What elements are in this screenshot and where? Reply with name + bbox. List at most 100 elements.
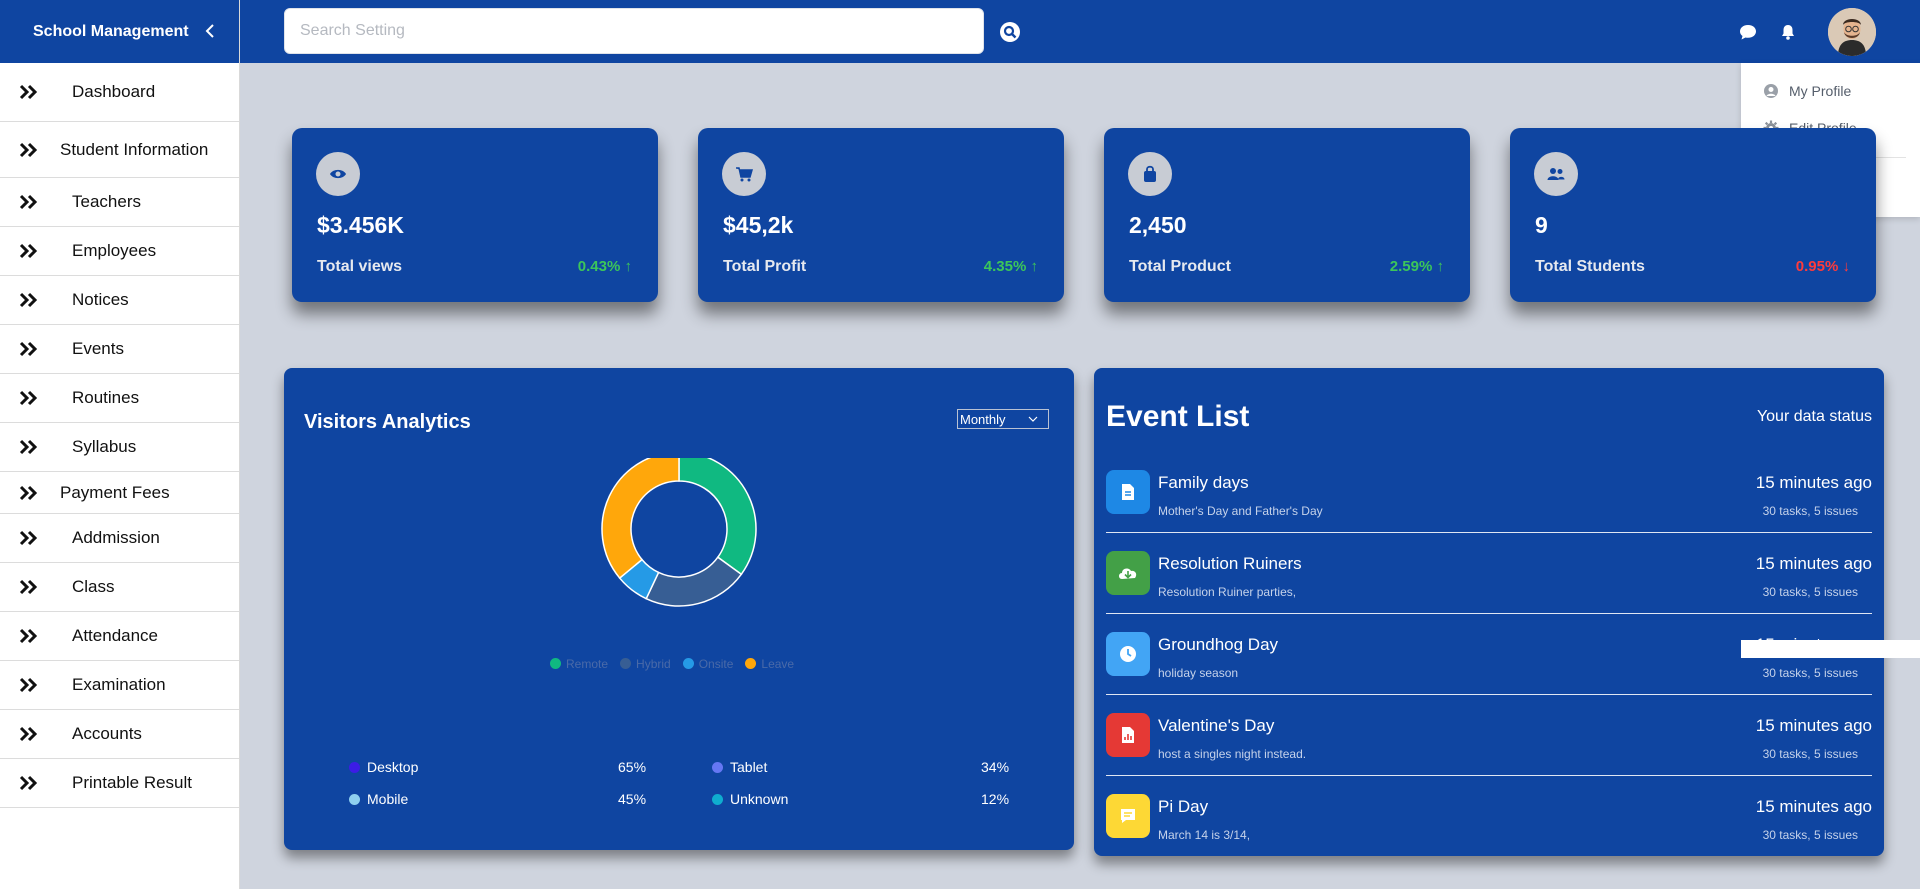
device-value: 34%: [981, 759, 1010, 775]
device-dot: [349, 762, 360, 773]
sidebar-item-payment-fees[interactable]: Payment Fees: [0, 472, 239, 514]
stat-change: 0.95% ↓: [1795, 258, 1850, 275]
donut-slice-hybrid[interactable]: [645, 556, 743, 607]
event-time: 15 minutes ago: [1755, 797, 1872, 816]
sidebar-item-dashboard[interactable]: Dashboard: [0, 63, 239, 122]
device-row-tablet: Tablet: [712, 759, 767, 775]
sidebar-item-student-information[interactable]: Student Information: [0, 122, 239, 178]
sidebar-item-label: Attendance: [72, 626, 159, 645]
sidebar-item-class[interactable]: Class: [0, 563, 239, 612]
sidebar-item-label: Addmission: [72, 528, 160, 547]
event-time: 15 minutes ago: [1755, 716, 1872, 735]
sidebar-item-notices[interactable]: Notices: [0, 276, 239, 325]
legend-dot: [550, 658, 561, 669]
legend-label: Leave: [761, 657, 795, 671]
visitors-analytics-panel: Visitors Analytics Monthly Remote Hybrid…: [284, 368, 1074, 850]
eye-icon: [330, 169, 346, 179]
cart-icon-box: [722, 152, 766, 196]
sidebar-item-attendance[interactable]: Attendance: [0, 612, 239, 661]
device-dot: [712, 794, 723, 805]
legend-item[interactable]: Remote: [550, 657, 608, 671]
event-item[interactable]: Groundhog Day holiday season 15 minutes …: [1106, 632, 1872, 713]
donut-slice-remote[interactable]: [678, 458, 757, 576]
event-name: Groundhog Day: [1158, 635, 1279, 654]
legend-label: Hybrid: [636, 657, 671, 671]
event-item[interactable]: Valentine's Day host a singles night ins…: [1106, 713, 1872, 794]
double-chevron-right-icon: [19, 243, 38, 259]
device-row-mobile: Mobile: [349, 791, 408, 807]
legend-item[interactable]: Leave: [745, 657, 794, 671]
sidebar-item-teachers[interactable]: Teachers: [0, 178, 239, 227]
sidebar-item-syllabus[interactable]: Syllabus: [0, 423, 239, 472]
event-item[interactable]: Resolution Ruiners Resolution Ruiner par…: [1106, 551, 1872, 632]
chevron-left-icon[interactable]: [203, 21, 217, 41]
sidebar-item-events[interactable]: Events: [0, 325, 239, 374]
stat-label: Total Product: [1129, 258, 1231, 275]
tooltip-overlay: [1741, 640, 1920, 658]
legend-dot: [620, 658, 632, 669]
stat-card-total-product: 2,450 Total Product 2.59% ↑: [1104, 128, 1470, 302]
period-select[interactable]: Monthly: [957, 409, 1049, 429]
device-dot: [349, 794, 360, 805]
stat-change: 4.35% ↑: [983, 258, 1038, 275]
double-chevron-right-icon: [19, 341, 38, 357]
double-chevron-right-icon: [19, 194, 38, 210]
search-button[interactable]: [1000, 22, 1020, 42]
avatar[interactable]: [1828, 8, 1876, 56]
menu-item-my-profile[interactable]: My Profile: [1763, 83, 1851, 99]
sidebar-item-label: Student Information: [60, 139, 209, 159]
double-chevron-right-icon: [19, 579, 38, 595]
double-chevron-right-icon: [19, 439, 38, 455]
sidebar-item-label: Accounts: [72, 724, 142, 743]
message-icon: [1106, 794, 1150, 838]
sidebar: School Management Dashboard Student Info…: [0, 0, 240, 889]
panel-title: Event List: [1106, 400, 1250, 433]
sidebar-item-routines[interactable]: Routines: [0, 374, 239, 423]
search-icon: [1003, 25, 1017, 39]
document-icon: [1106, 470, 1150, 514]
sidebar-item-label: Examination: [72, 675, 166, 694]
sidebar-item-printable-result[interactable]: Printable Result: [0, 759, 239, 808]
donut-slice-leave[interactable]: [601, 458, 680, 580]
event-item[interactable]: Family days Mother's Day and Father's Da…: [1106, 470, 1872, 551]
stat-value: 2,450: [1129, 212, 1187, 238]
device-label: Mobile: [367, 791, 409, 807]
event-item[interactable]: Pi Day March 14 is 3/14, 15 minutes ago …: [1106, 794, 1872, 875]
event-subtitle: host a singles night instead.: [1158, 747, 1307, 761]
bell-icon[interactable]: [1778, 22, 1798, 42]
double-chevron-right-icon: [19, 292, 38, 308]
chat-icon[interactable]: [1738, 22, 1758, 42]
users-icon: [1547, 168, 1565, 180]
event-list-panel: Event List Your data status Family days …: [1094, 368, 1884, 856]
search-input[interactable]: [284, 8, 984, 54]
legend-item[interactable]: Hybrid: [620, 657, 671, 671]
period-value: Monthly: [960, 411, 1006, 427]
sidebar-item-accounts[interactable]: Accounts: [0, 710, 239, 759]
device-value: 12%: [981, 791, 1010, 807]
double-chevron-right-icon: [19, 628, 38, 644]
sidebar-item-label: Notices: [72, 290, 129, 309]
event-time: 15 minutes ago: [1755, 554, 1872, 573]
double-chevron-right-icon: [19, 485, 38, 500]
event-name: Valentine's Day: [1158, 716, 1275, 735]
data-status-label: Your data status: [1756, 408, 1872, 425]
sidebar-item-addmission[interactable]: Addmission: [0, 514, 239, 563]
cloud-download-icon: [1106, 551, 1150, 595]
stat-card-total-views: $3.456K Total views 0.43% ↑: [292, 128, 658, 302]
chart-legend: Remote Hybrid Onsite Leave: [550, 657, 794, 671]
sidebar-nav: Dashboard Student Information Teachers E…: [0, 63, 239, 808]
event-tasks: 30 tasks, 5 issues: [1762, 504, 1858, 518]
donut-chart: [601, 458, 757, 607]
sidebar-item-employees[interactable]: Employees: [0, 227, 239, 276]
double-chevron-right-icon: [19, 390, 38, 406]
legend-label: Remote: [566, 657, 609, 671]
sidebar-item-label: Payment Fees: [60, 482, 170, 502]
chevron-down-icon: [1028, 416, 1038, 422]
legend-item[interactable]: Onsite: [682, 657, 733, 671]
bag-icon-box: [1128, 152, 1172, 196]
sidebar-item-examination[interactable]: Examination: [0, 661, 239, 710]
divider: [1106, 613, 1872, 614]
stat-card-total-students: 9 Total Students 0.95% ↓: [1510, 128, 1876, 302]
device-row-unknown: Unknown: [712, 791, 788, 807]
sidebar-item-label: Events: [72, 339, 124, 358]
